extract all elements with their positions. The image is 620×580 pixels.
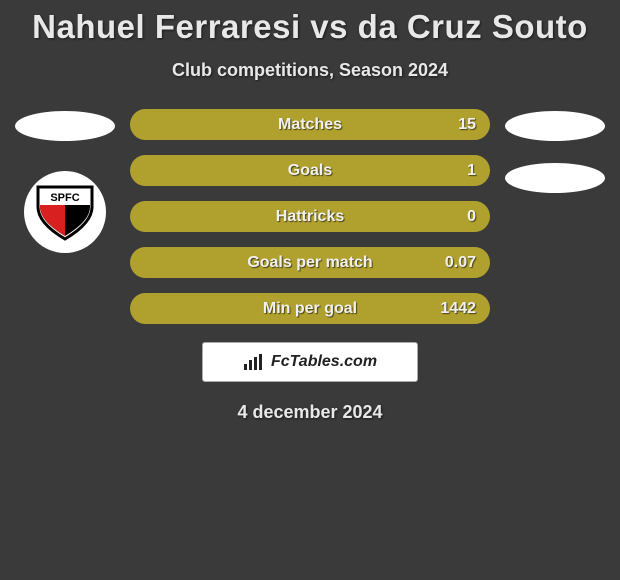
stat-value: 0.07 bbox=[445, 254, 476, 272]
stat-bar-hattricks: Hattricks 0 bbox=[130, 201, 490, 232]
stat-label: Goals per match bbox=[247, 254, 372, 272]
stat-label: Matches bbox=[278, 116, 342, 134]
stat-bar-goals: Goals 1 bbox=[130, 155, 490, 186]
spfc-text: SPFC bbox=[50, 192, 79, 204]
player1-placeholder-icon bbox=[15, 111, 115, 141]
stat-bar-min-per-goal: Min per goal 1442 bbox=[130, 293, 490, 324]
stat-value: 1442 bbox=[440, 300, 476, 318]
player2-placeholder-icon bbox=[505, 111, 605, 141]
stat-label: Min per goal bbox=[263, 300, 357, 318]
stat-bar-goals-per-match: Goals per match 0.07 bbox=[130, 247, 490, 278]
subtitle: Club competitions, Season 2024 bbox=[0, 60, 620, 81]
stat-label: Hattricks bbox=[276, 208, 344, 226]
bar-chart-icon bbox=[243, 353, 265, 371]
club2-placeholder-icon bbox=[505, 163, 605, 193]
stat-bar-matches: Matches 15 bbox=[130, 109, 490, 140]
club-logo: SPFC bbox=[24, 171, 106, 253]
date-text: 4 december 2024 bbox=[0, 402, 620, 423]
brand-box: FcTables.com bbox=[202, 342, 418, 382]
spfc-badge-icon: SPFC bbox=[24, 171, 106, 253]
main-row: SPFC Matches 15 Goals 1 Hattricks 0 Goal… bbox=[0, 109, 620, 324]
stats-bars: Matches 15 Goals 1 Hattricks 0 Goals per… bbox=[120, 109, 500, 324]
infographic-container: Nahuel Ferraresi vs da Cruz Souto Club c… bbox=[0, 0, 620, 423]
stat-label: Goals bbox=[288, 162, 332, 180]
page-title: Nahuel Ferraresi vs da Cruz Souto bbox=[0, 8, 620, 46]
right-column bbox=[500, 109, 610, 324]
stat-value: 0 bbox=[467, 208, 476, 226]
brand-label: FcTables.com bbox=[271, 353, 377, 371]
stat-value: 15 bbox=[458, 116, 476, 134]
left-column: SPFC bbox=[10, 109, 120, 324]
stat-value: 1 bbox=[467, 162, 476, 180]
